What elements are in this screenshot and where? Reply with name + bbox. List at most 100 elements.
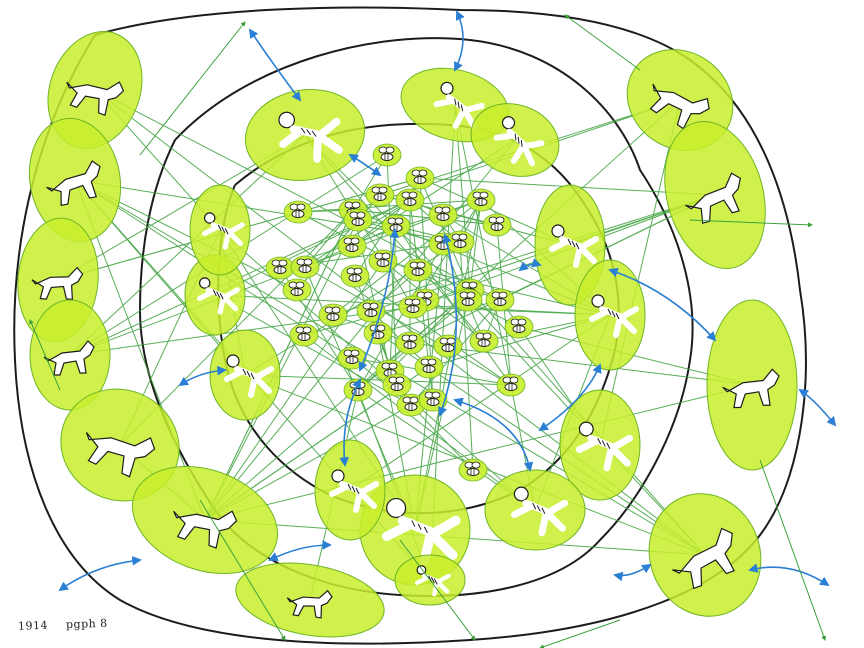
dog-figure [672,527,735,590]
bee-wing [466,291,476,299]
bee-body [403,198,417,206]
dog-figure [173,510,238,549]
bee-oval [433,334,463,358]
bee-body [373,193,387,201]
bee-oval [265,256,295,280]
bee-stripes [508,384,513,390]
bee-body [376,259,390,267]
bee-body [512,325,526,333]
bee-stripes [457,241,462,247]
dog-figure [46,160,101,206]
bee-stripes [277,267,282,273]
runner-body [201,222,245,250]
bee-oval [504,315,534,339]
bee-oval [469,329,499,353]
bee-wing [395,376,405,384]
bee-wing [416,261,426,269]
runner-stripes [300,127,317,137]
outward-arrow [539,619,621,648]
bee-stripes [417,177,422,183]
double-arrow [438,233,458,417]
bee-oval [283,200,313,224]
double-arrow [748,563,830,587]
bee-body [426,398,440,406]
bee-oval [485,288,515,312]
outward-arrow [139,21,246,156]
runner-stripes [514,133,523,147]
green-arrows [29,14,826,648]
bee-wing [331,306,341,314]
double-arrow [798,388,837,427]
bee-oval [318,303,348,327]
dog-oval [60,388,180,502]
connector-line [94,89,501,301]
bee-wing [498,291,508,299]
middle-ring-path [138,37,694,597]
bee-stripes [440,214,445,220]
bee-oval [458,458,488,482]
bee-wing [378,186,388,194]
runner-oval [189,184,251,276]
runner-stripes [532,502,546,514]
connector-line [214,294,412,406]
runner-head [203,212,216,224]
bee-oval [282,278,312,302]
dog-oval [664,120,766,270]
double-arrow [453,397,534,472]
bee-body [493,298,507,306]
bee-wing [351,201,361,209]
bee-body [403,341,417,349]
runner-head [591,294,605,308]
outward-arrow [199,499,286,641]
bee-stripes [494,224,499,230]
bee-oval [403,258,433,282]
bee-body [273,266,287,274]
connector-line [409,199,430,368]
bee-stripes [377,194,382,200]
bee-stripes [465,299,470,305]
connector-line [459,241,474,471]
runner-body [329,481,379,513]
dog-figure [43,340,95,376]
dog-figure [685,172,742,224]
runner-stripes [411,520,428,534]
runner-body [224,366,274,398]
bee-wing [394,217,404,225]
bee-body [298,265,312,273]
bee-stripes [408,404,413,410]
bee-stripes [407,342,412,348]
bee-oval [289,323,319,347]
bee-stripes [497,299,502,305]
runner-stripes [597,437,611,449]
bee-wing [356,211,366,219]
bee-cluster [265,143,534,482]
runner-oval [574,259,646,371]
connector-line [469,199,482,291]
bee-oval [396,393,426,417]
bee-body [348,274,362,282]
double-arrow [608,267,717,342]
bee-wing [350,237,360,245]
bee-stripes [407,199,412,205]
bee-wing [385,146,395,154]
outward-arrow [29,319,61,391]
runner-oval [244,88,366,182]
bee-body [477,339,491,347]
dog-oval [29,299,111,411]
runner-stripes [217,224,229,235]
runner-head [440,81,454,95]
connector-line [244,374,512,386]
bee-body [504,383,518,391]
bee-stripes [330,314,335,320]
bee-body [490,223,504,231]
bee-body [466,468,480,476]
double-arrow [538,363,602,432]
dog-oval [235,562,385,638]
bee-body [461,298,475,306]
runner-head [198,277,211,289]
runner-head [226,354,240,368]
bee-oval [382,373,412,397]
bee-body [345,244,359,252]
bee-wing [369,302,379,310]
bee-body [411,268,425,276]
